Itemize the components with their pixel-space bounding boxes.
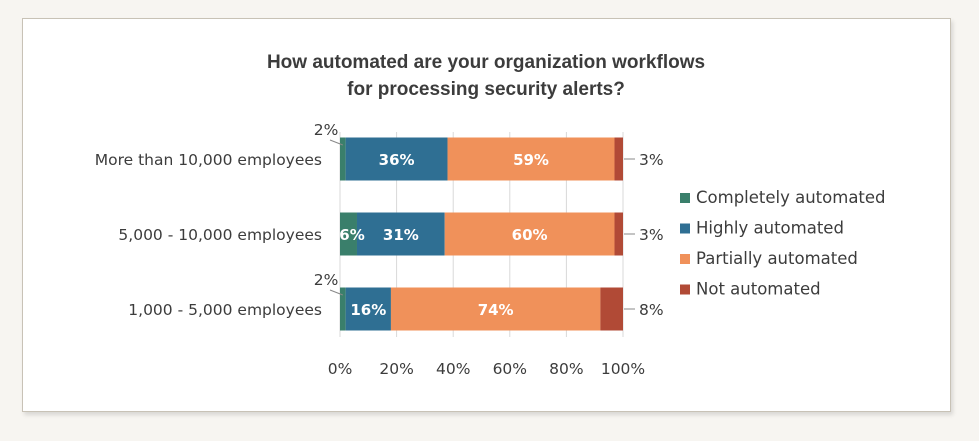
data-label: 59% — [513, 151, 549, 169]
legend-swatch — [680, 223, 690, 234]
bar-segment — [614, 212, 623, 256]
category-label: 5,000 - 10,000 employees — [118, 226, 322, 244]
legend-swatch — [680, 284, 690, 295]
data-label: 6% — [339, 226, 364, 244]
legend-swatch — [680, 193, 690, 203]
bar-segment — [356, 212, 445, 256]
legend-label: Completely automated — [696, 188, 886, 207]
legend-label: Partially automated — [696, 249, 858, 268]
chart-title-line: How automated are your organization work… — [267, 52, 705, 73]
bar-segment — [390, 287, 601, 331]
data-label: 8% — [639, 301, 664, 319]
category-labels: More than 10,000 employees 5,000 - 10,000… — [95, 151, 322, 319]
legend-label: Not automated — [696, 280, 821, 299]
chart-title-line: for processing security alerts? — [347, 79, 625, 100]
x-tick-label: 40% — [436, 360, 470, 378]
bars — [340, 137, 623, 331]
data-labels: 2% 36% 59% 3% 6% 31% 60% 3% 2% 16% 74% 8% — [314, 121, 664, 319]
data-label: 16% — [350, 301, 386, 319]
bar-segment — [345, 137, 448, 181]
bar-segment — [614, 137, 623, 181]
data-label: 60% — [512, 226, 548, 244]
legend: Completely automated Highly automated Part… — [680, 188, 886, 299]
data-label: 2% — [314, 121, 339, 139]
bar-segment — [345, 287, 391, 331]
leader-line — [329, 289, 344, 296]
leader-line — [329, 139, 344, 146]
category-label: More than 10,000 employees — [95, 151, 322, 169]
data-label: 2% — [314, 271, 339, 289]
bar-segment — [340, 212, 357, 256]
bar-segment — [447, 137, 615, 181]
chart-panel: How automated are your organization work… — [22, 18, 951, 412]
data-label: 74% — [478, 301, 514, 319]
bar-segment — [340, 287, 346, 331]
x-tick-label: 80% — [549, 360, 583, 378]
bar-segment — [444, 212, 615, 256]
chart-title: How automated are your organization work… — [267, 52, 705, 100]
x-tick-label: 60% — [493, 360, 527, 378]
x-tick-label: 0% — [328, 360, 353, 378]
stacked-bar-chart: How automated are your organization work… — [95, 52, 886, 378]
legend-label: Highly automated — [696, 219, 844, 238]
legend-swatch — [680, 254, 690, 264]
x-axis-ticks: 0% 20% 40% 60% 80% 100% — [328, 360, 645, 378]
bar-segment — [600, 287, 623, 331]
data-label: 31% — [383, 226, 419, 244]
x-tick-label: 20% — [379, 360, 413, 378]
x-tick-label: 100% — [601, 360, 645, 378]
category-label: 1,000 - 5,000 employees — [128, 301, 322, 319]
data-label: 3% — [639, 151, 664, 169]
data-label: 36% — [379, 151, 415, 169]
bar-segment — [340, 137, 346, 181]
data-label: 3% — [639, 226, 664, 244]
